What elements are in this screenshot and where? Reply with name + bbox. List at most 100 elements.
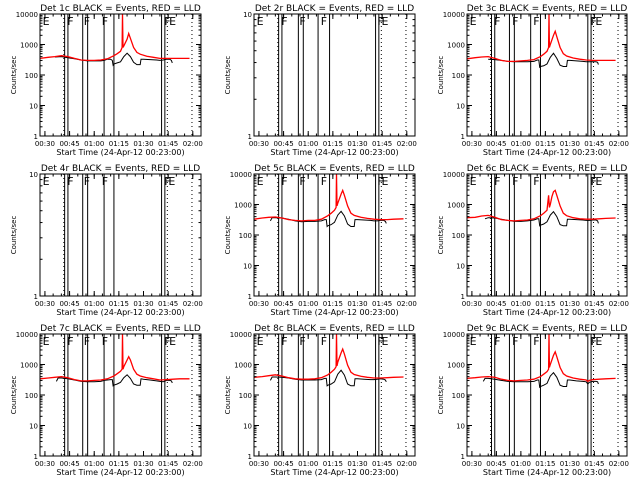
x-tick-label: 00:30 bbox=[249, 460, 269, 468]
x-tick-label: 02:00 bbox=[609, 460, 629, 468]
interval-marker-f: F bbox=[84, 175, 90, 188]
y-axis-label: Counts/sec bbox=[437, 376, 445, 415]
interval-marker-f: F bbox=[512, 335, 518, 348]
x-tick-label: 01:30 bbox=[133, 140, 153, 148]
x-tick-label: 02:00 bbox=[183, 300, 203, 308]
interval-marker-e: E bbox=[382, 15, 389, 28]
x-tick-label: 01:45 bbox=[584, 460, 604, 468]
y-tick-label: 1000 bbox=[447, 42, 465, 50]
y-tick-label: 10000 bbox=[230, 331, 252, 339]
y-tick-label: 10000 bbox=[443, 331, 465, 339]
y-tick-label: 100 bbox=[239, 392, 252, 400]
interval-marker-f: F bbox=[512, 175, 518, 188]
x-tick-label: 01:30 bbox=[560, 140, 580, 148]
chart-title: Det 7c BLACK = Events, RED = LLD bbox=[40, 324, 201, 334]
interval-marker-f: F bbox=[299, 335, 305, 348]
interval-marker-f: F bbox=[533, 15, 539, 28]
y-tick-label: 10000 bbox=[443, 171, 465, 179]
series-lld bbox=[254, 334, 404, 380]
x-tick-label: 00:45 bbox=[59, 140, 79, 148]
y-tick-label: 1000 bbox=[447, 202, 465, 210]
interval-marker-e: E bbox=[168, 175, 175, 188]
y-tick-label: 1 bbox=[461, 453, 465, 461]
interval-marker-e: E bbox=[257, 335, 264, 348]
interval-marker-f: F bbox=[164, 335, 170, 348]
x-tick-label: 02:00 bbox=[183, 140, 203, 148]
interval-marker-f: F bbox=[533, 175, 539, 188]
interval-marker-e: E bbox=[43, 15, 50, 28]
x-tick-label: 01:45 bbox=[372, 300, 392, 308]
interval-marker-f: F bbox=[84, 335, 90, 348]
x-axis-label: Start Time (24-Apr-12 00:23:00) bbox=[270, 148, 398, 157]
y-axis-label: Counts/sec bbox=[224, 56, 232, 95]
x-tick-label: 01:45 bbox=[372, 140, 392, 148]
x-tick-label: 01:00 bbox=[84, 300, 104, 308]
x-tick-label: 01:15 bbox=[109, 300, 129, 308]
interval-marker-f: F bbox=[590, 15, 596, 28]
interval-marker-f: F bbox=[67, 175, 73, 188]
x-tick-label: 00:45 bbox=[486, 140, 506, 148]
y-tick-label: 1 bbox=[248, 293, 252, 301]
x-axis-label: Start Time (24-Apr-12 00:23:00) bbox=[56, 308, 184, 317]
x-tick-label: 00:45 bbox=[273, 140, 293, 148]
y-tick-label: 10 bbox=[29, 171, 38, 179]
x-tick-label: 01:15 bbox=[109, 460, 129, 468]
chart-title: Det 3c BLACK = Events, RED = LLD bbox=[467, 4, 628, 14]
y-axis-label: Counts/sec bbox=[10, 216, 18, 255]
interval-marker-e: E bbox=[257, 175, 264, 188]
y-axis-label: Counts/sec bbox=[437, 56, 445, 95]
series-lld bbox=[467, 334, 616, 383]
x-tick-label: 00:30 bbox=[462, 140, 482, 148]
interval-marker-e: E bbox=[470, 15, 477, 28]
x-tick-label: 00:30 bbox=[462, 460, 482, 468]
x-tick-label: 01:15 bbox=[323, 140, 343, 148]
x-tick-label: 00:30 bbox=[462, 300, 482, 308]
x-tick-label: 01:30 bbox=[347, 300, 367, 308]
y-tick-label: 1000 bbox=[234, 202, 252, 210]
x-tick-label: 01:15 bbox=[535, 140, 555, 148]
chart-title: Det 6c BLACK = Events, RED = LLD bbox=[467, 164, 628, 174]
x-tick-label: 01:00 bbox=[298, 460, 318, 468]
interval-marker-f: F bbox=[377, 175, 383, 188]
interval-marker-f: F bbox=[494, 335, 500, 348]
interval-marker-f: F bbox=[281, 335, 287, 348]
interval-marker-e: E bbox=[470, 175, 477, 188]
x-tick-label: 01:45 bbox=[584, 300, 604, 308]
x-tick-label: 01:15 bbox=[535, 300, 555, 308]
x-tick-label: 00:45 bbox=[486, 300, 506, 308]
y-axis-label: Counts/sec bbox=[224, 376, 232, 415]
interval-marker-f: F bbox=[67, 15, 73, 28]
interval-marker-f: F bbox=[84, 15, 90, 28]
interval-marker-e: E bbox=[595, 175, 602, 188]
chart-title: Det 1c BLACK = Events, RED = LLD bbox=[40, 4, 201, 14]
series-events bbox=[482, 371, 599, 389]
x-tick-label: 02:00 bbox=[397, 460, 417, 468]
x-tick-label: 00:30 bbox=[35, 300, 55, 308]
y-tick-label: 1 bbox=[34, 453, 38, 461]
interval-marker-f: F bbox=[102, 175, 108, 188]
interval-marker-f: F bbox=[494, 15, 500, 28]
x-axis-label: Start Time (24-Apr-12 00:23:00) bbox=[270, 308, 398, 317]
x-axis-label: Start Time (24-Apr-12 00:23:00) bbox=[483, 148, 611, 157]
series-lld bbox=[467, 189, 616, 222]
y-tick-label: 100 bbox=[452, 232, 465, 240]
x-axis-label: Start Time (24-Apr-12 00:23:00) bbox=[270, 468, 398, 477]
y-tick-label: 1 bbox=[34, 293, 38, 301]
interval-marker-e: E bbox=[169, 335, 176, 348]
x-tick-label: 01:00 bbox=[511, 140, 531, 148]
y-tick-label: 10 bbox=[243, 263, 252, 271]
y-tick-label: 1 bbox=[461, 133, 465, 141]
x-tick-label: 01:30 bbox=[133, 460, 153, 468]
x-tick-label: 01:45 bbox=[584, 140, 604, 148]
y-tick-label: 100 bbox=[25, 392, 38, 400]
interval-marker-f: F bbox=[102, 15, 108, 28]
x-tick-label: 02:00 bbox=[183, 460, 203, 468]
plot-frame bbox=[253, 13, 416, 137]
y-tick-label: 10 bbox=[29, 103, 38, 111]
